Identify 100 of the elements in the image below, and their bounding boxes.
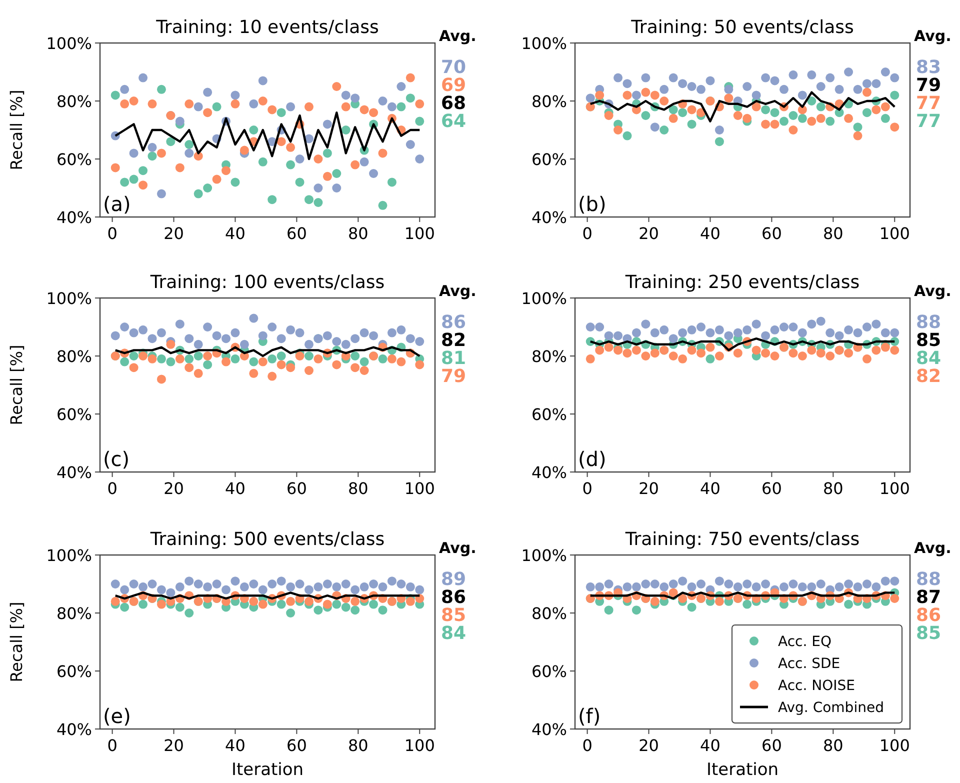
point (788, 348, 798, 358)
y-tick-label: 60% (531, 150, 567, 169)
point (770, 108, 780, 118)
point (742, 114, 752, 123)
point (614, 73, 623, 82)
point (816, 114, 826, 123)
point (595, 90, 604, 100)
x-tick-label: 40 (225, 736, 246, 755)
x-tick-label: 20 (638, 479, 659, 498)
y-tick-label: 80% (531, 92, 567, 111)
point (314, 582, 323, 592)
point (396, 357, 406, 366)
point (369, 600, 378, 609)
point (641, 352, 650, 360)
point (641, 111, 650, 120)
point (276, 334, 286, 344)
legend-label: Acc. NOISE (778, 678, 855, 694)
point (770, 325, 780, 334)
point (258, 585, 268, 594)
point (276, 360, 286, 370)
point (862, 88, 872, 97)
point (110, 580, 120, 588)
point (880, 342, 890, 352)
point (678, 108, 688, 118)
point (175, 602, 184, 612)
text: 83 (916, 57, 942, 78)
x-tick-label: 0 (582, 224, 592, 243)
point (268, 105, 277, 114)
point (733, 328, 742, 338)
chart-title: Training: 750 events/class (624, 529, 860, 550)
point (752, 346, 761, 355)
point (641, 73, 650, 82)
point (816, 82, 826, 91)
point (641, 580, 650, 588)
point (779, 116, 788, 126)
point (175, 582, 184, 592)
point (249, 596, 258, 606)
point (890, 328, 900, 338)
point (286, 596, 296, 606)
text: 79 (916, 75, 942, 96)
point (222, 357, 231, 366)
point (714, 352, 724, 360)
x-tick-label: 60 (286, 736, 307, 755)
point (650, 122, 660, 132)
point (406, 94, 415, 103)
x-tick-label: 20 (164, 224, 184, 243)
point (816, 102, 826, 112)
point (714, 325, 724, 334)
point (826, 116, 835, 126)
point (203, 184, 212, 192)
y-tick-label: 80% (56, 604, 92, 623)
point (166, 137, 176, 146)
point (622, 582, 632, 592)
point (350, 334, 360, 344)
point (641, 88, 650, 97)
point (724, 84, 734, 94)
point (862, 354, 872, 364)
point (761, 331, 770, 340)
point (890, 122, 900, 132)
point (387, 328, 396, 338)
point (230, 576, 240, 586)
text: 81 (441, 348, 466, 369)
point (129, 174, 138, 184)
point (184, 334, 194, 344)
point (733, 111, 742, 120)
point (314, 184, 323, 192)
point (369, 108, 378, 118)
y-tick-label: 60% (56, 150, 92, 169)
point (687, 346, 696, 355)
point (175, 163, 184, 172)
point (332, 82, 342, 91)
point (129, 328, 138, 338)
x-tick-label: 60 (762, 736, 782, 755)
point (834, 84, 844, 94)
point (175, 354, 184, 364)
chart-title: Training: 250 events/class (624, 272, 860, 293)
point (632, 90, 641, 100)
point (706, 76, 715, 86)
text: Avg. (439, 27, 476, 45)
point (595, 346, 604, 355)
point (752, 90, 761, 100)
point (156, 354, 166, 364)
point (249, 357, 258, 366)
y-tick-label: 100% (46, 34, 92, 53)
x-tick-label: 0 (582, 736, 592, 755)
point (332, 360, 342, 370)
point (286, 325, 296, 334)
point (332, 184, 342, 192)
point (184, 608, 194, 618)
y-tick-label: 40% (56, 720, 92, 739)
text: 88 (916, 312, 942, 333)
text: 82 (916, 366, 942, 387)
y-tick-label: 80% (56, 347, 92, 366)
point (853, 84, 862, 94)
point (249, 368, 258, 378)
point (406, 140, 415, 149)
point (341, 126, 350, 134)
point (396, 325, 406, 334)
point (268, 354, 277, 364)
point (696, 348, 706, 358)
